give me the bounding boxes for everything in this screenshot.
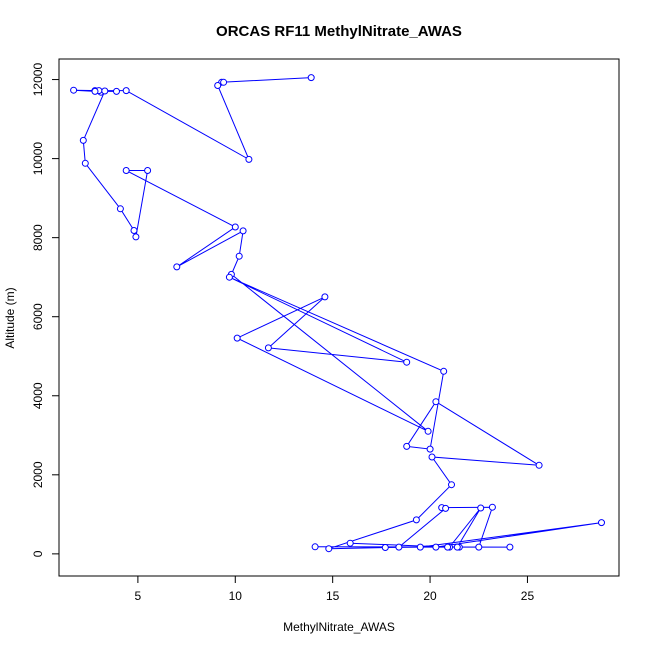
y-tick-label: 0 [31, 550, 45, 557]
data-point [220, 78, 228, 86]
data-point [506, 543, 514, 551]
data-point [81, 159, 89, 167]
data-point [432, 543, 440, 551]
data-point [239, 227, 247, 235]
data-point [426, 445, 434, 453]
data-point [444, 543, 452, 551]
data-point [122, 87, 130, 95]
data-point [231, 223, 239, 231]
y-tick-label: 10000 [31, 142, 45, 176]
data-point [424, 427, 432, 435]
data-point [214, 82, 222, 89]
x-tick-label: 25 [521, 589, 535, 603]
data-point [403, 358, 411, 366]
data-point [113, 87, 120, 95]
y-tick-label: 2000 [31, 461, 45, 488]
x-tick-label: 5 [135, 589, 142, 603]
data-point [346, 539, 354, 547]
y-tick-label: 6000 [31, 303, 45, 330]
data-point [475, 543, 483, 551]
data-point [101, 87, 109, 95]
x-tick-label: 20 [423, 589, 437, 603]
y-axis: 0 2000 4000 6000 8000 10000 12000 [31, 63, 60, 557]
x-tick-label: 15 [326, 589, 340, 603]
data-point [130, 227, 138, 234]
y-tick-label: 8000 [31, 224, 45, 251]
data-point [91, 87, 99, 95]
data-point [488, 503, 496, 511]
chart-title: ORCAS RF11 MethylNitrate_AWAS [216, 23, 462, 40]
data-point [225, 273, 233, 281]
y-tick-label: 4000 [31, 382, 45, 409]
data-point [598, 519, 605, 527]
data-point [79, 136, 87, 144]
series-layer [70, 74, 605, 553]
data-point [432, 398, 440, 406]
data-point [233, 334, 241, 342]
x-axis-label: MethylNitrate_AWAS [283, 620, 395, 634]
data-point [235, 252, 243, 260]
y-axis-label: Altitude (m) [3, 287, 17, 348]
data-point [381, 544, 389, 551]
data-point [116, 205, 124, 213]
data-point [321, 293, 329, 301]
data-point [403, 442, 411, 450]
data-point [412, 516, 420, 524]
data-point [453, 543, 461, 551]
data-point [416, 543, 424, 551]
data-point [173, 263, 181, 271]
y-tick-label: 12000 [31, 63, 45, 97]
data-point [325, 545, 333, 553]
data-point [477, 504, 485, 512]
data-point [395, 543, 403, 551]
data-point [307, 74, 315, 82]
data-point [132, 233, 140, 241]
data-point [264, 344, 272, 352]
x-axis: 5 10 15 20 25 [135, 575, 535, 603]
data-point [70, 86, 78, 94]
data-point [311, 543, 319, 551]
data-point [428, 453, 436, 461]
data-point [144, 167, 152, 174]
data-point [535, 461, 543, 469]
data-point [440, 367, 448, 375]
x-tick-label: 10 [229, 589, 243, 603]
data-point [442, 504, 450, 512]
data-point [448, 481, 455, 489]
data-point [245, 155, 253, 163]
data-point [122, 167, 130, 174]
